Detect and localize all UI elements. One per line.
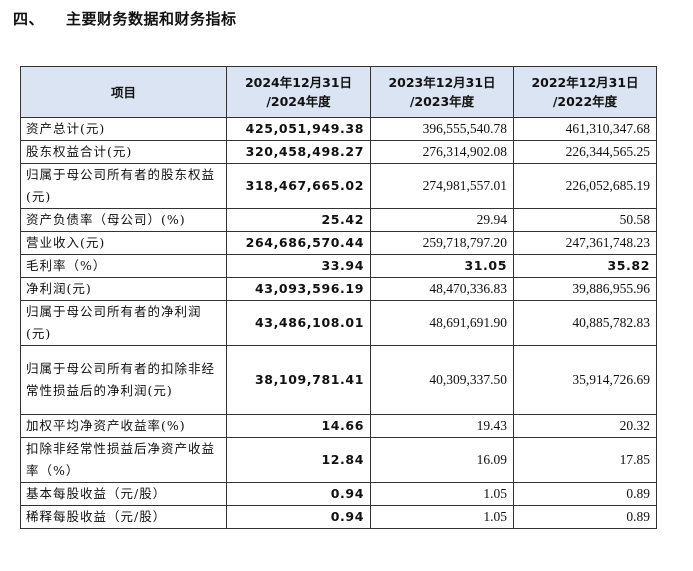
row-label: 基本每股收益（元/股） bbox=[20, 482, 227, 506]
section-number: 四、 bbox=[13, 10, 45, 28]
row-label: 净利润(元) bbox=[20, 277, 227, 301]
value-2022: 226,052,685.19 bbox=[513, 163, 657, 209]
value-2023: 31.05 bbox=[370, 254, 514, 278]
value-2024: 12.84 bbox=[226, 437, 371, 483]
value-2024: 43,093,596.19 bbox=[226, 277, 371, 301]
row-label: 归属于母公司所有者的股东权益(元) bbox=[20, 163, 227, 209]
value-2022: 461,310,347.68 bbox=[513, 117, 657, 141]
value-2024: 38,109,781.41 bbox=[226, 345, 371, 415]
value-2023: 1.05 bbox=[370, 505, 514, 529]
row-label: 稀释每股收益（元/股） bbox=[20, 505, 227, 529]
table-row: 基本每股收益（元/股） 0.94 1.05 0.89 bbox=[20, 482, 657, 506]
value-2023: 29.94 bbox=[370, 208, 514, 232]
row-label: 归属于母公司所有者的净利润(元) bbox=[20, 300, 227, 346]
value-2022: 35.82 bbox=[513, 254, 657, 278]
table-row: 资产负债率（母公司）(%) 25.42 29.94 50.58 bbox=[20, 208, 657, 232]
value-2022: 39,886,955.96 bbox=[513, 277, 657, 301]
value-2024: 33.94 bbox=[226, 254, 371, 278]
value-2022: 247,361,748.23 bbox=[513, 231, 657, 255]
table-row: 归属于母公司所有者的扣除非经常性损益后的净利润(元) 38,109,781.41… bbox=[20, 345, 657, 415]
table-header-row: 项目 2024年12月31日 /2024年度 2023年12月31日 /2023… bbox=[20, 66, 657, 118]
value-2024: 14.66 bbox=[226, 414, 371, 438]
header-2024: 2024年12月31日 /2024年度 bbox=[226, 66, 371, 118]
value-2022: 0.89 bbox=[513, 505, 657, 529]
financial-indicators-table: 项目 2024年12月31日 /2024年度 2023年12月31日 /2023… bbox=[20, 66, 657, 529]
value-2023: 1.05 bbox=[370, 482, 514, 506]
row-label: 归属于母公司所有者的扣除非经常性损益后的净利润(元) bbox=[20, 345, 227, 415]
value-2024: 0.94 bbox=[226, 482, 371, 506]
value-2023: 19.43 bbox=[370, 414, 514, 438]
value-2022: 226,344,565.25 bbox=[513, 140, 657, 164]
row-label: 资产总计(元) bbox=[20, 117, 227, 141]
row-label: 营业收入(元) bbox=[20, 231, 227, 255]
row-label: 股东权益合计(元) bbox=[20, 140, 227, 164]
table-row: 扣除非经常性损益后净资产收益率（%） 12.84 16.09 17.85 bbox=[20, 437, 657, 483]
value-2023: 40,309,337.50 bbox=[370, 345, 514, 415]
value-2022: 35,914,726.69 bbox=[513, 345, 657, 415]
table-row: 资产总计(元) 425,051,949.38 396,555,540.78 46… bbox=[20, 117, 657, 141]
value-2024: 0.94 bbox=[226, 505, 371, 529]
value-2024: 43,486,108.01 bbox=[226, 300, 371, 346]
value-2023: 396,555,540.78 bbox=[370, 117, 514, 141]
table-row: 股东权益合计(元) 320,458,498.27 276,314,902.08 … bbox=[20, 140, 657, 164]
row-label: 资产负债率（母公司）(%) bbox=[20, 208, 227, 232]
value-2023: 48,470,336.83 bbox=[370, 277, 514, 301]
table-row: 毛利率（%） 33.94 31.05 35.82 bbox=[20, 254, 657, 278]
table-row: 稀释每股收益（元/股） 0.94 1.05 0.89 bbox=[20, 505, 657, 529]
header-2022: 2022年12月31日 /2022年度 bbox=[513, 66, 657, 118]
table-row: 归属于母公司所有者的股东权益(元) 318,467,665.02 274,981… bbox=[20, 163, 657, 209]
table-row: 归属于母公司所有者的净利润(元) 43,486,108.01 48,691,69… bbox=[20, 300, 657, 346]
section-title: 主要财务数据和财务指标 bbox=[66, 10, 237, 28]
value-2024: 425,051,949.38 bbox=[226, 117, 371, 141]
header-item: 项目 bbox=[20, 66, 227, 118]
row-label: 毛利率（%） bbox=[20, 254, 227, 278]
value-2023: 259,718,797.20 bbox=[370, 231, 514, 255]
row-label: 扣除非经常性损益后净资产收益率（%） bbox=[20, 437, 227, 483]
table-row: 净利润(元) 43,093,596.19 48,470,336.83 39,88… bbox=[20, 277, 657, 301]
value-2022: 40,885,782.83 bbox=[513, 300, 657, 346]
value-2024: 318,467,665.02 bbox=[226, 163, 371, 209]
value-2023: 48,691,691.90 bbox=[370, 300, 514, 346]
value-2023: 16.09 bbox=[370, 437, 514, 483]
value-2022: 0.89 bbox=[513, 482, 657, 506]
table-row: 营业收入(元) 264,686,570.44 259,718,797.20 24… bbox=[20, 231, 657, 255]
value-2023: 274,981,557.01 bbox=[370, 163, 514, 209]
row-label: 加权平均净资产收益率(%) bbox=[20, 414, 227, 438]
value-2024: 25.42 bbox=[226, 208, 371, 232]
header-2023: 2023年12月31日 /2023年度 bbox=[370, 66, 514, 118]
value-2022: 50.58 bbox=[513, 208, 657, 232]
table-row: 加权平均净资产收益率(%) 14.66 19.43 20.32 bbox=[20, 414, 657, 438]
value-2022: 17.85 bbox=[513, 437, 657, 483]
value-2022: 20.32 bbox=[513, 414, 657, 438]
value-2024: 320,458,498.27 bbox=[226, 140, 371, 164]
section-heading: 四、 主要财务数据和财务指标 bbox=[13, 8, 237, 29]
value-2023: 276,314,902.08 bbox=[370, 140, 514, 164]
value-2024: 264,686,570.44 bbox=[226, 231, 371, 255]
